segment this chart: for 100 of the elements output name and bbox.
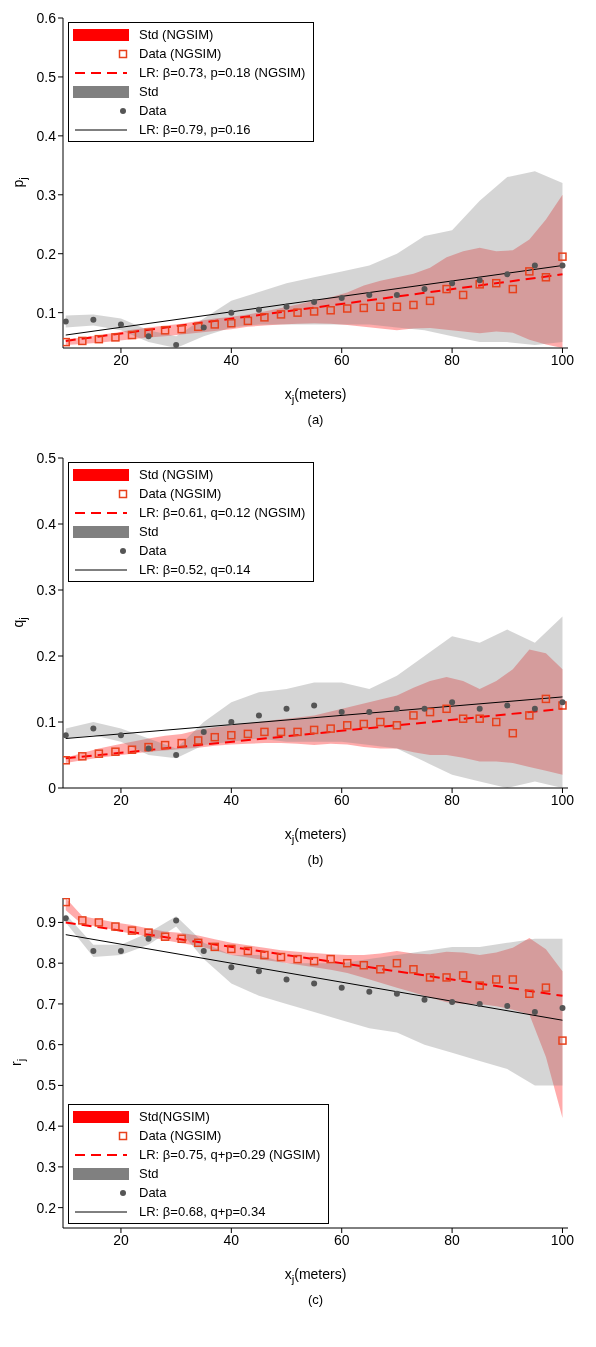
legend-label: LR: β=0.75, q+p=0.29 (NGSIM) [139, 1147, 321, 1162]
x-axis-title: x$_{j}$(meters) [283, 1266, 348, 1285]
point [458, 290, 468, 300]
point [177, 324, 186, 334]
legend-label: Data (NGSIM) [139, 1128, 222, 1143]
point [541, 694, 551, 704]
point [160, 326, 170, 335]
x-tick-label: 60 [333, 351, 350, 368]
legend-label: Data [139, 1185, 167, 1200]
point [504, 1002, 511, 1009]
point [342, 304, 352, 313]
point [475, 280, 484, 289]
point [338, 984, 345, 991]
point [144, 928, 153, 937]
point [283, 976, 290, 983]
text: (b) [306, 852, 325, 867]
point [326, 724, 335, 733]
point [359, 303, 369, 313]
point [504, 271, 511, 278]
point [476, 705, 483, 712]
point [145, 333, 152, 340]
point [276, 952, 286, 962]
point [283, 303, 290, 310]
y-tick-label: 0.1 [36, 304, 57, 321]
point [173, 342, 180, 348]
point [228, 719, 235, 725]
x-tick-label: 80 [444, 1231, 461, 1248]
point [366, 709, 373, 716]
point [508, 975, 518, 984]
point [63, 318, 69, 325]
point [293, 954, 302, 964]
point [475, 981, 484, 990]
point [525, 989, 534, 998]
point [376, 302, 385, 311]
legend-label: Data (NGSIM) [139, 486, 222, 501]
point [117, 947, 124, 954]
point [508, 284, 518, 294]
y-tick-label: 0.2 [36, 1199, 57, 1216]
point [442, 704, 451, 714]
y-tick-label: 0.5 [36, 1077, 57, 1094]
point [309, 307, 319, 316]
y-tick-label: 0.6 [36, 9, 57, 26]
legend-label: Data (NGSIM) [139, 46, 222, 61]
point [78, 916, 87, 925]
x-axis-title: x$_{j}$(meters) [283, 386, 348, 405]
point [559, 262, 566, 269]
x-tick-label: 40 [223, 791, 240, 808]
point [492, 717, 501, 727]
point [293, 308, 302, 317]
point [425, 296, 435, 306]
point [260, 727, 269, 737]
point [392, 302, 402, 311]
point [227, 944, 236, 954]
y-tick-label: 0.1 [36, 713, 57, 730]
y-tick-label: 0.8 [36, 955, 57, 972]
legend-label: Std (NGSIM) [139, 27, 214, 42]
point [393, 291, 400, 298]
point [227, 730, 236, 740]
legend-label: Std [139, 1166, 159, 1181]
point [160, 740, 170, 750]
point [193, 938, 203, 948]
point [293, 727, 302, 737]
point [260, 313, 269, 322]
point [127, 745, 137, 754]
legend-label: Std(NGSIM) [139, 1109, 210, 1124]
point [559, 1005, 566, 1011]
point [531, 262, 538, 269]
x-tick-label: 60 [333, 1231, 350, 1248]
point [243, 729, 253, 739]
y-tick-label: 0.2 [36, 245, 57, 262]
point [558, 701, 567, 710]
legend-label: LR: β=0.52, q=0.14 [139, 562, 251, 577]
point [228, 309, 235, 316]
point [283, 705, 290, 712]
point [94, 749, 104, 758]
point [541, 273, 551, 282]
point [449, 699, 456, 706]
y-tick-label: 0.4 [36, 515, 57, 532]
point [228, 964, 235, 971]
point [78, 336, 87, 346]
point [492, 278, 501, 288]
x-tick-label: 20 [113, 791, 129, 808]
point [200, 947, 207, 954]
point [366, 291, 373, 298]
point [309, 956, 319, 966]
point [227, 319, 236, 328]
point [393, 705, 400, 712]
point [255, 306, 262, 313]
point [458, 714, 468, 723]
point [421, 286, 428, 293]
point [326, 306, 335, 315]
y-tick-label: 0.3 [36, 1158, 57, 1175]
x-tick-label: 60 [333, 791, 350, 808]
point [193, 322, 203, 332]
point [558, 1036, 567, 1045]
point [276, 727, 286, 737]
point [409, 965, 418, 974]
point [243, 946, 253, 956]
x-tick-label: 20 [113, 351, 129, 368]
point [392, 721, 402, 730]
